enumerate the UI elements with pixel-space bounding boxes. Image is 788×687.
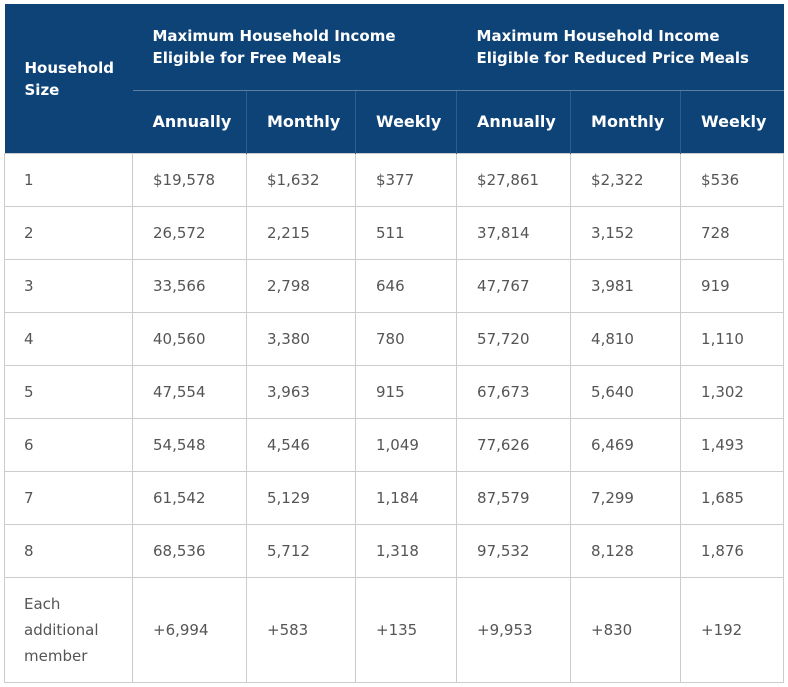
free-weekly-cell: +135 — [354, 577, 458, 683]
free-meals-header: Maximum Household Income Eligible for Fr… — [132, 4, 457, 91]
free-annually-cell: 61,542 — [132, 471, 247, 525]
reduced-weekly-cell: 728 — [680, 206, 785, 260]
free-annually-cell: 54,548 — [132, 418, 247, 472]
free-weekly-cell: 915 — [354, 365, 458, 419]
household-size-cell: 1 — [4, 153, 133, 207]
reduced-annually-cell: 37,814 — [456, 206, 572, 260]
reduced-weekly-cell: 1,493 — [680, 418, 785, 472]
free-monthly-cell: 2,215 — [246, 206, 356, 260]
income-eligibility-table: Household Size Maximum Household Income … — [4, 4, 785, 683]
free-annually-header: Annually — [132, 90, 247, 154]
reduced-annually-cell: 77,626 — [456, 418, 572, 472]
reduced-weekly-cell: 919 — [680, 259, 785, 313]
reduced-monthly-cell: $2,322 — [570, 153, 682, 207]
free-monthly-cell: 4,546 — [246, 418, 356, 472]
household-size-cell: 7 — [4, 471, 133, 525]
table-row: 1 $19,578 $1,632 $377 $27,861 $2,322 $536 — [4, 153, 785, 207]
free-monthly-cell: +583 — [246, 577, 356, 683]
free-weekly-cell: 1,184 — [354, 471, 458, 525]
reduced-annually-cell: 87,579 — [456, 471, 572, 525]
reduced-weekly-cell: +192 — [680, 577, 785, 683]
table-row: 2 26,572 2,215 511 37,814 3,152 728 — [4, 206, 785, 260]
free-monthly-cell: 5,712 — [246, 524, 356, 578]
free-weekly-cell: 780 — [354, 312, 458, 366]
household-size-cell: 4 — [4, 312, 133, 366]
reduced-weekly-cell: 1,876 — [680, 524, 785, 578]
table-row: 6 54,548 4,546 1,049 77,626 6,469 1,493 — [4, 418, 785, 472]
household-size-cell: 8 — [4, 524, 133, 578]
header-row-periods: Annually Monthly Weekly Annually Monthly… — [5, 90, 784, 154]
household-size-cell: Each additional member — [4, 577, 133, 683]
free-annually-cell: $19,578 — [132, 153, 247, 207]
table-row: 4 40,560 3,380 780 57,720 4,810 1,110 — [4, 312, 785, 366]
free-annually-cell: 40,560 — [132, 312, 247, 366]
reduced-weekly-cell: 1,685 — [680, 471, 785, 525]
household-size-cell: 2 — [4, 206, 133, 260]
reduced-monthly-cell: 3,152 — [570, 206, 682, 260]
table-row: 3 33,566 2,798 646 47,767 3,981 919 — [4, 259, 785, 313]
reduced-weekly-cell: 1,302 — [680, 365, 785, 419]
free-monthly-cell: 3,380 — [246, 312, 356, 366]
free-annually-cell: 47,554 — [132, 365, 247, 419]
free-annually-cell: 26,572 — [132, 206, 247, 260]
reduced-annually-cell: 47,767 — [456, 259, 572, 313]
free-weekly-cell: $377 — [354, 153, 458, 207]
table-row: 8 68,536 5,712 1,318 97,532 8,128 1,876 — [4, 524, 785, 578]
reduced-monthly-cell: 3,981 — [570, 259, 682, 313]
reduced-monthly-cell: +830 — [570, 577, 682, 683]
reduced-monthly-cell: 7,299 — [570, 471, 682, 525]
free-monthly-header: Monthly — [246, 90, 356, 154]
reduced-annually-header: Annually — [456, 90, 572, 154]
household-size-cell: 3 — [4, 259, 133, 313]
household-size-cell: 5 — [4, 365, 133, 419]
reduced-weekly-header: Weekly — [680, 90, 784, 154]
reduced-annually-cell: $27,861 — [456, 153, 572, 207]
reduced-monthly-cell: 8,128 — [570, 524, 682, 578]
header-row-groups: Household Size Maximum Household Income … — [4, 4, 784, 154]
table-row: 5 47,554 3,963 915 67,673 5,640 1,302 — [4, 365, 785, 419]
table-row: 7 61,542 5,129 1,184 87,579 7,299 1,685 — [4, 471, 785, 525]
free-annually-cell: 68,536 — [132, 524, 247, 578]
reduced-meals-header: Maximum Household Income Eligible for Re… — [456, 4, 784, 91]
free-monthly-cell: 3,963 — [246, 365, 356, 419]
table-header: Household Size Maximum Household Income … — [4, 4, 784, 154]
household-size-cell: 6 — [4, 418, 133, 472]
free-weekly-header: Weekly — [355, 90, 458, 154]
free-monthly-cell: 5,129 — [246, 471, 356, 525]
reduced-monthly-header: Monthly — [570, 90, 682, 154]
free-monthly-cell: 2,798 — [246, 259, 356, 313]
table-body: 1 $19,578 $1,632 $377 $27,861 $2,322 $536 2 26,5… — [4, 153, 785, 683]
household-size-header: Household Size — [4, 4, 133, 154]
free-weekly-cell: 1,318 — [354, 524, 458, 578]
reduced-annually-cell: +9,953 — [456, 577, 572, 683]
free-monthly-cell: $1,632 — [246, 153, 356, 207]
free-weekly-cell: 511 — [354, 206, 458, 260]
table-row: Each additional member +6,994 +583 +135 +9,9… — [4, 577, 785, 683]
free-weekly-cell: 646 — [354, 259, 458, 313]
free-weekly-cell: 1,049 — [354, 418, 458, 472]
reduced-monthly-cell: 4,810 — [570, 312, 682, 366]
reduced-annually-cell: 67,673 — [456, 365, 572, 419]
reduced-monthly-cell: 5,640 — [570, 365, 682, 419]
reduced-weekly-cell: 1,110 — [680, 312, 785, 366]
reduced-weekly-cell: $536 — [680, 153, 785, 207]
reduced-monthly-cell: 6,469 — [570, 418, 682, 472]
free-annually-cell: 33,566 — [132, 259, 247, 313]
free-annually-cell: +6,994 — [132, 577, 247, 683]
reduced-annually-cell: 57,720 — [456, 312, 572, 366]
reduced-annually-cell: 97,532 — [456, 524, 572, 578]
